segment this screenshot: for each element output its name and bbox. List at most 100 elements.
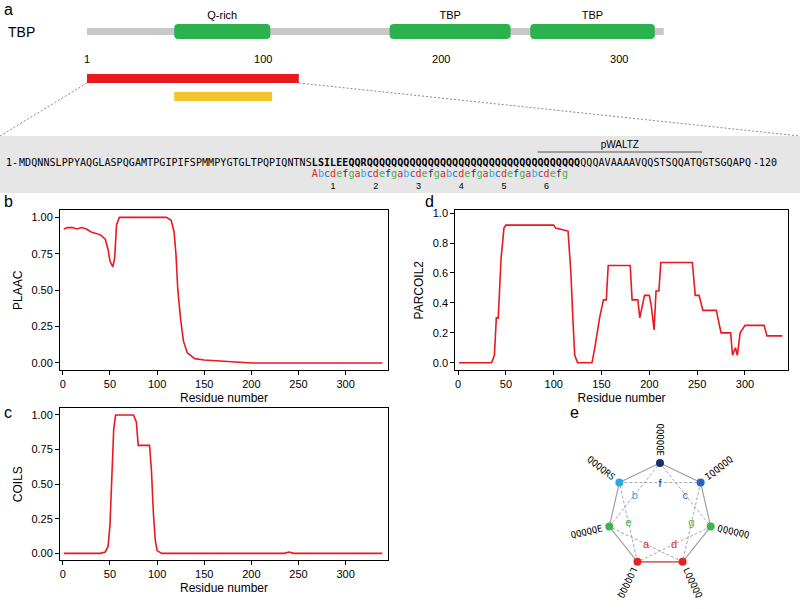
svg-text:Q: Q [348,157,354,168]
svg-text:Q: Q [428,157,434,168]
svg-text:I: I [165,157,171,168]
svg-text:d: d [671,538,677,550]
svg-text:A: A [611,157,617,168]
svg-text:g: g [476,168,482,179]
svg-text:g: g [519,168,525,179]
svg-text:50: 50 [104,568,116,580]
svg-text:100: 100 [148,568,166,580]
svg-text:0.8: 0.8 [433,237,448,249]
svg-text:e: e [570,404,579,421]
svg-text:A: A [80,157,86,168]
svg-text:Q: Q [568,157,574,168]
svg-text:M: M [19,157,25,168]
svg-text:Q: Q [415,157,421,168]
svg-text:L: L [56,157,62,168]
svg-text:1: 1 [84,53,90,65]
svg-text:0.00: 0.00 [31,547,52,559]
svg-text:c: c [409,168,415,179]
svg-text:Q: Q [489,157,495,168]
svg-text:Q: Q [464,157,470,168]
svg-text:QQQQRS: QQQQRS [585,454,617,482]
svg-text:COILS: COILS [11,466,25,502]
svg-text:0.50: 0.50 [31,478,52,490]
svg-text:G: G [226,157,232,168]
svg-text:b: b [531,168,537,179]
svg-text:A: A [684,157,690,168]
svg-text:T: T [251,157,257,168]
svg-text:0.25: 0.25 [31,320,52,332]
svg-text:T: T [708,157,714,168]
svg-text:c: c [537,168,543,179]
svg-text:Q: Q [373,157,379,168]
svg-text:Q: Q [544,157,550,168]
svg-text:a: a [354,168,360,179]
svg-text:E: E [336,157,342,168]
svg-text:Q: Q [525,157,531,168]
svg-text:a: a [440,168,446,179]
svg-text:f: f [385,168,391,179]
svg-text:0.75: 0.75 [31,248,52,260]
svg-text:G: G [92,157,98,168]
svg-text:F: F [184,157,190,168]
svg-text:TBP: TBP [439,9,460,21]
svg-text:b: b [361,168,367,179]
svg-text:P: P [153,157,159,168]
svg-text:S: S [110,157,116,168]
svg-text:0.4: 0.4 [433,297,448,309]
svg-text:Q: Q [409,157,415,168]
svg-text:G: G [129,157,135,168]
svg-text:Q: Q [672,157,678,168]
svg-text:Q: Q [391,157,397,168]
svg-text:P: P [171,157,177,168]
svg-text:200: 200 [242,378,260,390]
svg-text:c: c [682,489,688,501]
svg-text:Q: Q [531,157,537,168]
svg-text:e: e [336,168,342,179]
svg-text:250: 250 [289,378,307,390]
svg-text:f: f [658,477,662,489]
svg-text:-120: -120 [753,157,777,168]
svg-text:e: e [464,168,470,179]
svg-text:A: A [629,157,635,168]
svg-text:0.50: 0.50 [31,284,52,296]
svg-text:b: b [489,168,495,179]
svg-text:P: P [196,157,202,168]
svg-text:d: d [544,168,550,179]
svg-text:QQQQQE: QQQQQE [570,523,604,540]
svg-text:d: d [425,193,434,210]
svg-text:Q: Q [367,157,373,168]
svg-text:a: a [525,168,531,179]
svg-text:0: 0 [455,378,461,390]
svg-text:P: P [739,157,745,168]
svg-text:Q: Q [86,157,92,168]
svg-text:S: S [666,157,672,168]
svg-text:P: P [214,157,220,168]
svg-text:G: G [159,157,165,168]
svg-text:c: c [324,168,330,179]
svg-text:c: c [367,168,373,179]
svg-text:3: 3 [416,181,421,191]
svg-text:300: 300 [336,378,354,390]
svg-text:g: g [688,516,694,528]
svg-text:P: P [257,157,263,168]
svg-text:Q: Q [727,157,733,168]
svg-text:Q: Q [592,157,598,168]
svg-text:A: A [733,157,739,168]
svg-text:Q: Q [281,157,287,168]
svg-text:R: R [361,157,368,168]
svg-text:Q: Q [483,157,489,168]
svg-text:A: A [312,168,318,179]
svg-text:100: 100 [254,53,272,65]
svg-text:Q: Q [434,157,440,168]
svg-text:Q: Q [562,157,568,168]
svg-text:LQQQQQ: LQQQQQ [681,566,704,600]
svg-text:g: g [391,168,397,179]
svg-text:Q: Q [458,157,464,168]
svg-text:Q: Q [537,157,543,168]
svg-text:A: A [135,157,141,168]
svg-text:Q: Q [745,157,751,168]
svg-text:M: M [202,157,208,168]
svg-text:b: b [403,168,409,179]
svg-text:0.0: 0.0 [433,357,448,369]
svg-text:2: 2 [373,181,378,191]
